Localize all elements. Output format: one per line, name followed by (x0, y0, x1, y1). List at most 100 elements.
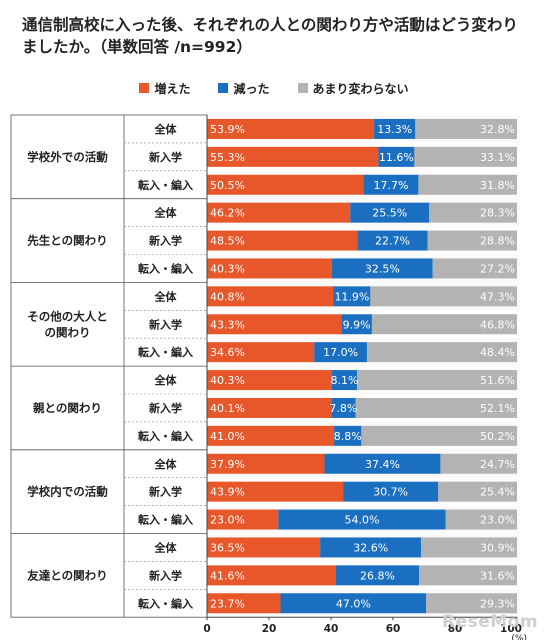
label-decreased: 7.8% (329, 402, 357, 415)
label-decreased: 13.3% (377, 123, 412, 136)
label-decreased: 8.8% (334, 430, 362, 443)
legend-label-increased: 増えた (154, 81, 191, 96)
label-decreased: 26.8% (360, 569, 395, 582)
label-decreased: 8.1% (331, 374, 359, 387)
group-label: 先生との関わり (27, 234, 107, 248)
bar-decreased (363, 174, 419, 195)
bar-increased (207, 537, 321, 558)
bar-decreased (278, 509, 446, 530)
bar-unchanged (366, 342, 517, 363)
group-label: 学校内での活動 (27, 485, 108, 499)
bar-unchanged (418, 174, 517, 195)
bar-decreased (331, 397, 356, 418)
label-increased: 40.8% (210, 290, 245, 303)
group-label: 親との関わり (33, 401, 102, 415)
bar-increased (207, 481, 344, 502)
bar-unchanged (414, 146, 517, 167)
label-increased: 40.1% (210, 402, 245, 415)
label-unchanged: 23.0% (480, 514, 515, 527)
group-label: 友達との関わり (27, 568, 107, 582)
label-increased: 55.3% (210, 151, 245, 164)
label-unchanged: 28.3% (480, 207, 515, 220)
label-unchanged: 51.6% (480, 374, 515, 387)
row-label: 新入学 (149, 568, 182, 582)
row-label: 新入学 (149, 317, 182, 331)
x-tick-label: 0 (203, 623, 210, 635)
label-unchanged: 32.8% (480, 123, 515, 136)
label-decreased: 9.9% (343, 318, 371, 331)
label-decreased: 47.0% (336, 597, 371, 610)
label-decreased: 37.4% (365, 458, 400, 471)
legend-swatch-increased (139, 83, 150, 93)
bar-unchanged (415, 118, 517, 139)
label-increased: 40.3% (210, 262, 245, 275)
bar-increased (207, 286, 334, 307)
label-increased: 48.5% (210, 235, 245, 248)
x-tick-label: 100 (500, 623, 522, 635)
bar-decreased (320, 537, 422, 558)
watermark-logo: ReseMom (442, 612, 539, 632)
bar-increased (207, 453, 325, 474)
bar-unchanged (445, 509, 517, 530)
label-decreased: 54.0% (345, 514, 380, 527)
label-increased: 40.3% (210, 374, 245, 387)
row-label: 転入・編入 (138, 596, 193, 610)
label-increased: 41.0% (210, 430, 245, 443)
label-decreased: 17.7% (374, 179, 409, 192)
label-increased: 46.2% (210, 207, 245, 220)
bar-decreased (314, 342, 367, 363)
group-label: その他の大人と (27, 309, 108, 323)
bar-increased (207, 230, 358, 251)
bar-increased (207, 118, 375, 139)
row-label: 転入・編入 (138, 345, 193, 359)
label-unchanged: 29.3% (480, 597, 515, 610)
bar-decreased (324, 453, 441, 474)
bar-unchanged (361, 425, 517, 446)
x-tick-label: 20 (262, 623, 277, 635)
bar-unchanged (432, 258, 517, 279)
label-increased: 43.9% (210, 486, 245, 499)
bar-decreased (331, 258, 433, 279)
label-unchanged: 24.7% (480, 458, 515, 471)
bar-increased (207, 509, 279, 530)
legend-item-increased: 増えた (139, 80, 190, 96)
row-label: 転入・編入 (138, 261, 193, 275)
bar-increased (207, 342, 315, 363)
bar-increased (207, 202, 351, 223)
label-unchanged: 30.9% (480, 541, 515, 554)
row-label: 全体 (154, 122, 178, 136)
row-label: 転入・編入 (138, 178, 193, 192)
label-unchanged: 28.8% (480, 235, 515, 248)
x-tick-label: 60 (386, 623, 401, 635)
label-decreased: 22.7% (375, 235, 410, 248)
label-increased: 53.9% (210, 123, 245, 136)
x-tick-label: 80 (448, 623, 463, 635)
label-unchanged: 33.1% (480, 151, 515, 164)
label-decreased: 11.9% (334, 290, 369, 303)
legend-label-decreased: 減った (233, 81, 270, 96)
label-decreased: 32.6% (353, 541, 388, 554)
bar-unchanged (427, 230, 517, 251)
bar-unchanged (421, 537, 517, 558)
bar-unchanged (370, 286, 517, 307)
bar-unchanged (371, 314, 517, 335)
bar-unchanged (438, 481, 517, 502)
bar-increased (207, 146, 379, 167)
bar-decreased (331, 370, 358, 391)
label-decreased: 32.5% (365, 262, 400, 275)
bar-decreased (334, 425, 362, 446)
bar-decreased (357, 230, 428, 251)
row-label: 転入・編入 (138, 429, 193, 443)
row-label: 全体 (154, 457, 178, 471)
bar-unchanged (355, 397, 517, 418)
row-label: 新入学 (149, 485, 182, 499)
row-label: 全体 (154, 373, 178, 387)
legend-item-unchanged: あまり変わらない (297, 80, 409, 96)
bar-increased (207, 258, 332, 279)
bar-decreased (335, 565, 420, 586)
x-tick-label: 40 (324, 623, 339, 635)
bar-decreased (350, 202, 430, 223)
label-increased: 23.7% (210, 597, 245, 610)
bar-unchanged (429, 202, 517, 223)
